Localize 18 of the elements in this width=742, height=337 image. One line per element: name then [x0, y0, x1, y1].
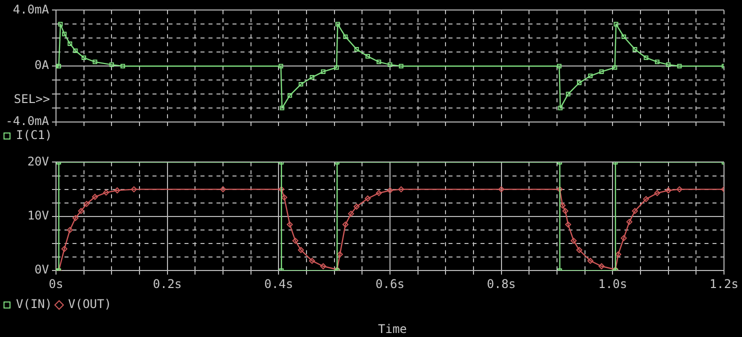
- x-tick-label: 1.2s: [710, 276, 738, 291]
- y-tick-label: 0A: [34, 58, 50, 72]
- x-tick-label: 1.0s: [598, 276, 628, 291]
- x-tick-label: 0.4s: [264, 276, 294, 291]
- y-tick-label: -4.0mA: [6, 114, 50, 128]
- x-tick-label: 0.2s: [152, 276, 182, 291]
- y-tick-label: 4.0mA: [12, 2, 50, 16]
- legend-label: I(C1): [16, 128, 52, 142]
- y-tick-label: 10V: [27, 208, 49, 223]
- legend-label: V(IN): [16, 297, 52, 312]
- y-tick-label: 20V: [27, 154, 49, 168]
- y-tick-label: 0V: [34, 262, 49, 277]
- x-tick-label: 0s: [48, 276, 64, 291]
- text: SEL>>: [14, 92, 50, 106]
- x-tick-label: 0.8s: [486, 276, 516, 291]
- legend-label: V(OUT): [68, 297, 112, 312]
- x-axis-title: Time: [378, 322, 407, 336]
- x-tick-label: 0.6s: [376, 276, 404, 291]
